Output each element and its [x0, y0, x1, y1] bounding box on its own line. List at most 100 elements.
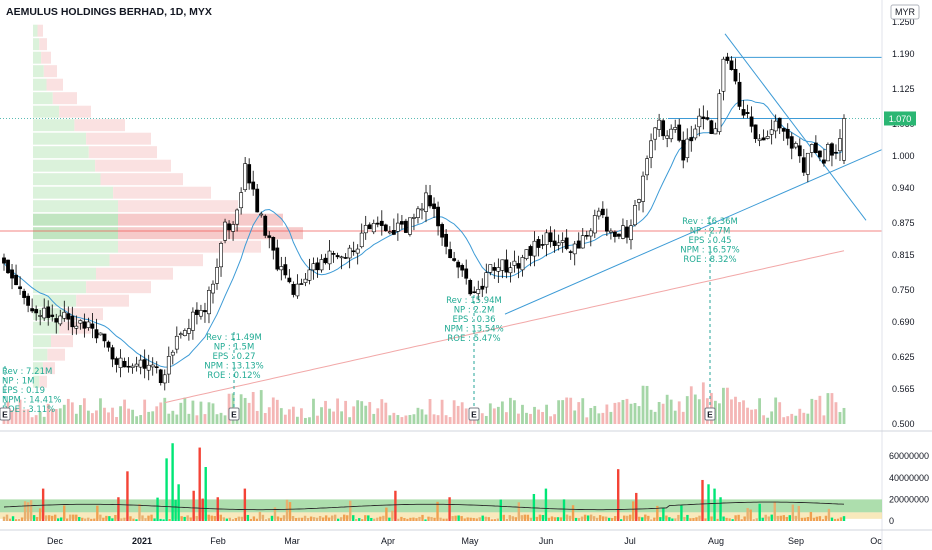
volume-bar — [207, 402, 211, 424]
candle-body — [588, 230, 593, 237]
volume-pane-bar — [656, 505, 659, 521]
volume-bar — [38, 411, 42, 424]
volume-pane-bar — [749, 509, 752, 521]
volume-profile-sell — [42, 362, 55, 375]
candle-body — [122, 360, 127, 368]
volume-profile-sell — [96, 267, 173, 280]
volume-pane-bar — [150, 514, 153, 521]
volume-pane-bar — [144, 518, 147, 521]
volume-pane-bar — [818, 516, 822, 521]
volume-bar — [488, 403, 492, 424]
volume-bar — [219, 412, 223, 424]
candle-body — [504, 259, 509, 273]
volume-pane-bar — [240, 516, 244, 521]
volume-bar — [456, 405, 460, 424]
volume-pane-bar — [282, 515, 286, 521]
volume-bar — [211, 403, 215, 424]
volume-profile-buy — [33, 119, 75, 132]
earnings-label-line: Rev : 16.36M — [682, 217, 738, 227]
candle-body — [617, 233, 621, 237]
volume-bar — [569, 397, 573, 424]
volume-pane-bar — [595, 517, 599, 521]
earnings-marker: E — [704, 407, 716, 421]
candle-body — [460, 265, 465, 271]
volume-pane-bar — [23, 501, 27, 521]
earnings-marker-box — [228, 407, 240, 421]
candle-body — [649, 140, 653, 158]
volume-profile-buy — [33, 105, 60, 118]
volume-bar — [420, 409, 424, 424]
volume-pane-bar — [472, 517, 475, 521]
candle-body — [826, 144, 830, 162]
volume-pane-bar — [734, 515, 737, 521]
volume-pane: 60000000 40000000 20000000 0 — [0, 443, 929, 526]
volume-bar — [798, 408, 802, 424]
volume-pane-bar — [565, 514, 569, 521]
candle-body — [383, 224, 388, 232]
volume-pane-bar — [626, 515, 629, 521]
time-tick-label: Aug — [708, 536, 724, 546]
volume-pane-bar — [716, 518, 719, 521]
candle-body — [283, 264, 288, 276]
volume-pane-bar — [803, 517, 807, 521]
candle-body — [805, 152, 810, 175]
price-tick-label: 0.750 — [892, 285, 915, 295]
candle-body — [556, 242, 561, 246]
earnings-label-line: Rev : 7.21M — [2, 367, 52, 377]
volume-bar — [175, 414, 179, 424]
volume-pane-bar — [502, 514, 505, 521]
volume-pane-bar — [547, 517, 551, 521]
candle-body — [532, 240, 537, 257]
candle-body — [154, 366, 159, 368]
volume-bar — [300, 408, 303, 424]
candle-body — [102, 333, 107, 342]
volume-bar — [806, 413, 810, 424]
candle-body — [793, 143, 798, 148]
candle-body — [114, 358, 119, 365]
earnings-label-line: NPM : 14.41% — [2, 396, 62, 406]
candle-body — [34, 309, 39, 314]
volume-bar — [677, 401, 681, 424]
price-pane-volume — [2, 382, 846, 424]
volume-bar — [167, 413, 171, 424]
candle-body — [327, 250, 332, 265]
volume-bar — [171, 410, 175, 424]
volume-pane-bar — [38, 508, 42, 521]
volume-pane-bar — [192, 490, 195, 521]
candle-body — [717, 93, 722, 133]
earnings-marker: E — [228, 407, 240, 421]
volume-bar — [147, 411, 151, 424]
volume-pane-bar — [309, 516, 313, 521]
candle-body — [757, 138, 762, 141]
candle-body — [408, 217, 412, 235]
candle-body — [399, 221, 404, 225]
volume-pane-bar — [707, 484, 710, 521]
volume-bar — [701, 382, 705, 424]
earnings-label-line: NP : 1M — [2, 377, 35, 387]
candle-body — [303, 278, 308, 283]
candle-body — [709, 120, 714, 134]
volume-pane-bar — [800, 517, 804, 521]
volume-pane-bar — [219, 514, 222, 521]
volume-pane-bar — [568, 515, 572, 521]
volume-pane-bar — [60, 517, 63, 521]
volume-profile-buy — [33, 375, 40, 388]
volume-bar — [396, 415, 400, 424]
volume-pane-bar — [776, 515, 779, 521]
volume-bar — [605, 404, 609, 424]
candle-body — [199, 310, 203, 317]
volume-bar — [203, 414, 207, 424]
candle-body — [838, 138, 842, 152]
volume-bar — [585, 417, 589, 424]
volume-pane-bar — [842, 516, 846, 521]
volume-bar — [283, 414, 287, 424]
volume-pane-bar — [186, 515, 189, 521]
volume-pane-bar — [198, 447, 201, 521]
volume-pane-bar — [686, 514, 689, 521]
candle-body — [219, 243, 223, 268]
volume-pane-bar — [623, 515, 626, 521]
volume-pane-bar — [436, 501, 439, 521]
volume-bar — [738, 402, 741, 424]
volume-bar — [697, 399, 701, 424]
